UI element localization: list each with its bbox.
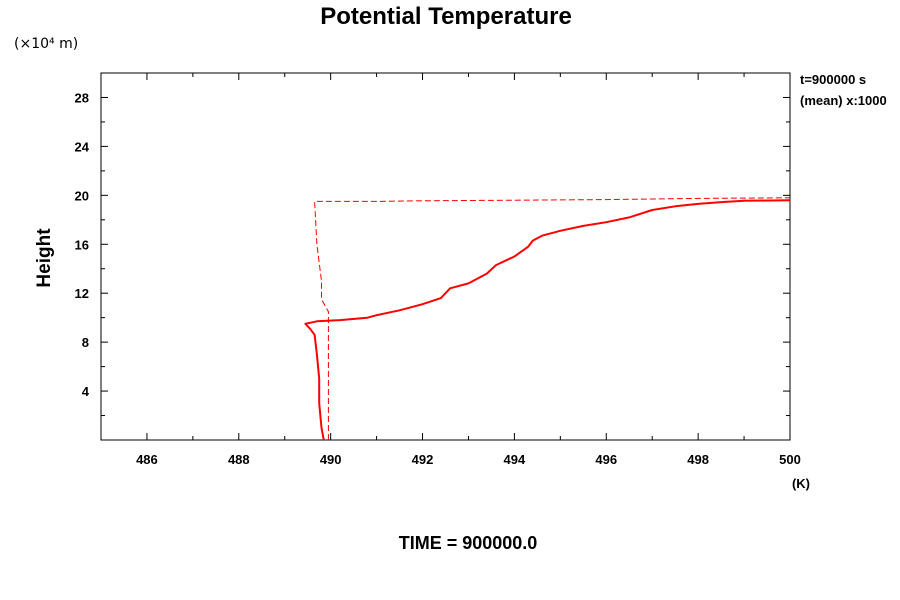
y-tick-label: 8: [82, 335, 89, 350]
x-unit-label: (K): [792, 476, 810, 491]
time-annotation: t=900000 s: [800, 72, 866, 87]
chart-title: Potential Temperature: [320, 3, 572, 30]
plot-frame: [100, 72, 791, 441]
y-tick-label: 28: [75, 90, 89, 105]
footer-time: TIME = 900000.0: [399, 533, 538, 553]
y-tick-label: 24: [75, 139, 90, 154]
series-line-dashed: [314, 197, 791, 440]
x-tick-label: 490: [320, 452, 342, 467]
x-tick-label: 492: [412, 452, 434, 467]
x-tick-label: 498: [687, 452, 709, 467]
x-tick-label: 488: [228, 452, 250, 467]
series-line-solid: [304, 199, 791, 441]
series-layer: [304, 197, 791, 441]
y-axis-label: Height: [34, 228, 55, 288]
y-unit-label: (×10⁴ m): [14, 36, 78, 52]
x-tick-label: 494: [504, 452, 526, 467]
x-tick-label: 500: [779, 452, 801, 467]
x-tick-label: 486: [136, 452, 158, 467]
y-tick-label: 4: [82, 384, 90, 399]
y-tick-label: 12: [75, 286, 89, 301]
y-tick-label: 16: [75, 237, 89, 252]
x-tick-label: 496: [595, 452, 617, 467]
mean-annotation: (mean) x:1000: [800, 93, 887, 108]
axes: 486 488 490 492 494 496 498 500 4 8 12 16 20 24 28: [75, 72, 801, 467]
y-tick-label: 20: [75, 188, 89, 203]
